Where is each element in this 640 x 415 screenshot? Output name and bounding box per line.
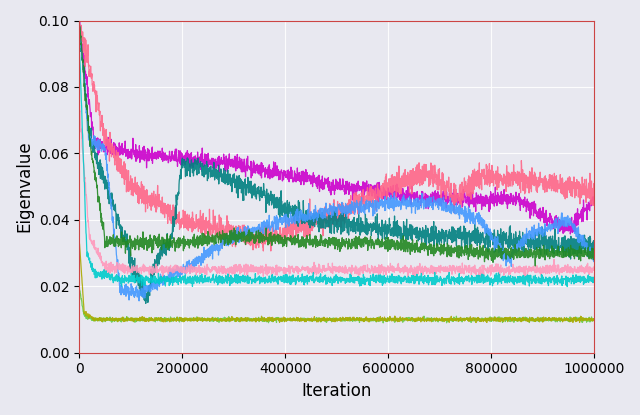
X-axis label: Iteration: Iteration [301,382,372,400]
Y-axis label: Eigenvalue: Eigenvalue [15,141,33,232]
